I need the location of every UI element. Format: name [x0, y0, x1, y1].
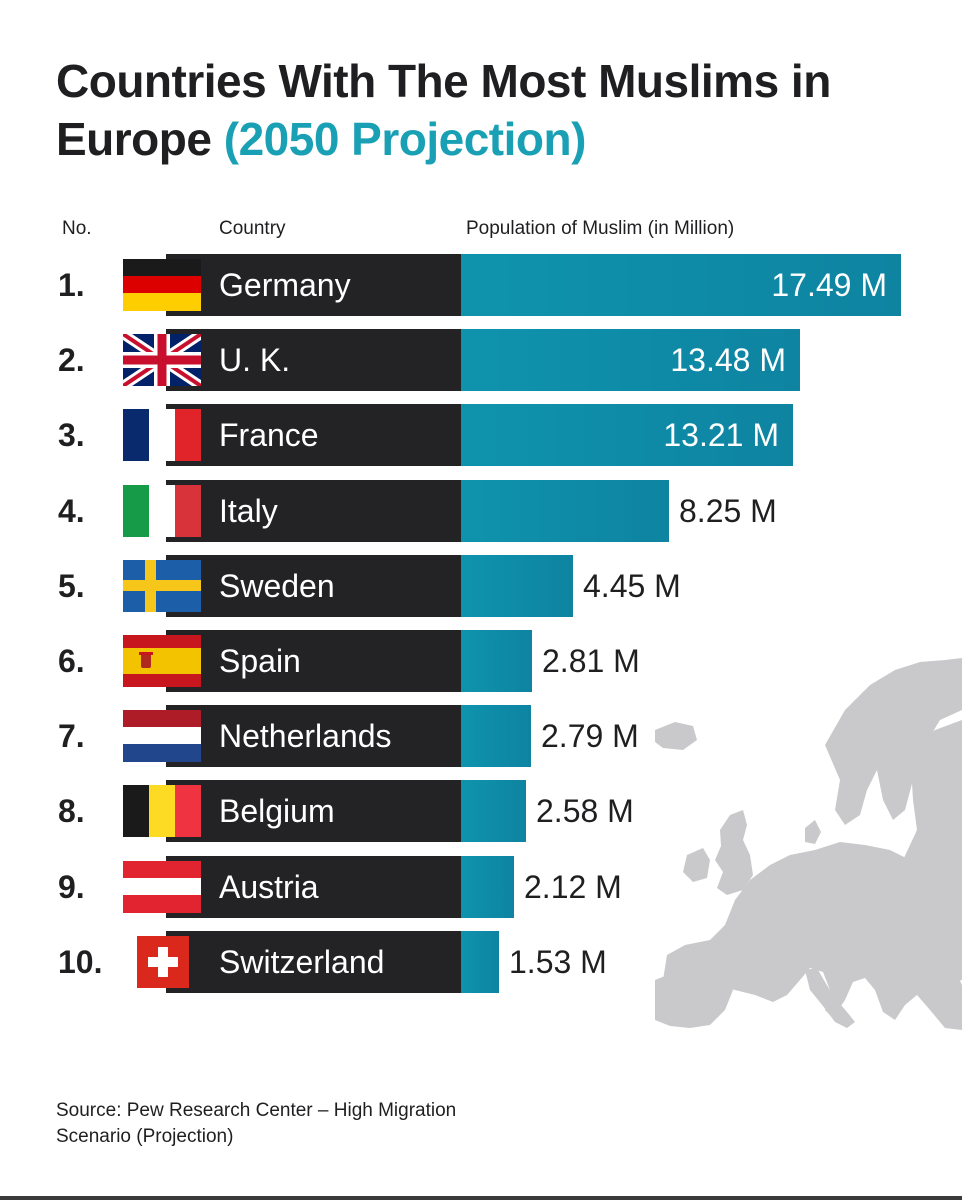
bar	[461, 329, 800, 391]
data-label: 2.58 M	[536, 793, 634, 829]
rank-label: 4.	[58, 493, 85, 529]
country-name-bar	[166, 480, 461, 542]
country-name: Belgium	[219, 793, 335, 829]
sweden-flag-icon	[123, 560, 201, 612]
bar	[461, 856, 514, 918]
spain-flag-icon	[123, 635, 201, 687]
rank-label: 5.	[58, 568, 85, 604]
country-name-bar	[166, 254, 461, 316]
country-name-bar	[166, 705, 461, 767]
table-row: 3. France 13.21 M	[0, 404, 962, 466]
chart-title: Countries With The Most Muslims in Europ…	[56, 52, 936, 168]
rank-label: 6.	[58, 643, 85, 679]
table-row: 2. U. K. 13.48 M	[0, 329, 962, 391]
country-name: Sweden	[219, 568, 335, 604]
country-name: Germany	[219, 267, 351, 303]
header-country: Country	[219, 218, 286, 239]
chart-title-accent: (2050 Projection)	[223, 113, 587, 165]
country-name-bar	[166, 780, 461, 842]
bar	[461, 480, 669, 542]
italy-flag-icon	[123, 485, 201, 537]
data-label: 1.53 M	[509, 944, 607, 980]
bar	[461, 630, 532, 692]
uk-flag-icon	[123, 334, 201, 386]
bar	[461, 780, 526, 842]
table-row: 5. Sweden 4.45 M	[0, 555, 962, 617]
country-name-bar	[166, 630, 461, 692]
source-note: Source: Pew Research Center – High Migra…	[56, 1100, 457, 1147]
switzerland-flag-icon	[137, 936, 189, 988]
country-name: Austria	[219, 869, 319, 905]
bar	[461, 555, 573, 617]
rank-label: 2.	[58, 342, 85, 378]
bar	[461, 705, 531, 767]
rank-label: 1.	[58, 267, 85, 303]
table-row: 7. Netherlands 2.79 M	[0, 705, 962, 767]
table-row: 10. Switzerland 1.53 M	[0, 931, 962, 993]
bar	[461, 404, 793, 466]
country-name-bar	[166, 555, 461, 617]
country-name-bar	[166, 931, 461, 993]
belgium-flag-icon	[123, 785, 201, 837]
bar	[461, 931, 499, 993]
country-name-bar	[166, 329, 461, 391]
country-name: Spain	[219, 643, 301, 679]
france-flag-icon	[123, 409, 201, 461]
table-row: 9. Austria 2.12 M	[0, 856, 962, 918]
rank-label: 9.	[58, 869, 85, 905]
europe-map-icon	[655, 658, 962, 1030]
germany-flag-icon	[123, 259, 201, 311]
country-name: Italy	[219, 493, 278, 529]
table-row: 8. Belgium 2.58 M	[0, 780, 962, 842]
data-label: 2.81 M	[542, 643, 640, 679]
table-row: 6. Spain 2.81 M	[0, 630, 962, 692]
country-name-bar	[166, 856, 461, 918]
austria-flag-icon	[123, 861, 201, 913]
data-label: 13.21 M	[663, 417, 779, 453]
country-name-bar	[166, 404, 461, 466]
header-population: Population of Muslim (in Million)	[466, 218, 735, 239]
chart-title-main: Countries With The Most Muslims in Europ…	[56, 55, 831, 165]
netherlands-flag-icon	[123, 710, 201, 762]
bar	[461, 254, 901, 316]
table-row: 4. Italy 8.25 M	[0, 480, 962, 542]
rank-label: 7.	[58, 718, 85, 754]
table-row: 1. Germany 17.49 M	[0, 254, 962, 316]
rank-label: 8.	[58, 793, 85, 829]
data-label: 13.48 M	[670, 342, 786, 378]
data-label: 2.12 M	[524, 869, 622, 905]
data-label: 4.45 M	[583, 568, 681, 604]
country-name: France	[219, 417, 319, 453]
header-no: No.	[62, 218, 92, 239]
rank-label: 10.	[58, 944, 103, 980]
rank-label: 3.	[58, 417, 85, 453]
data-label: 8.25 M	[679, 493, 777, 529]
country-name: Netherlands	[219, 718, 392, 754]
country-name: Switzerland	[219, 944, 385, 980]
country-name: U. K.	[219, 342, 291, 378]
bottom-divider	[0, 1196, 962, 1200]
data-label: 2.79 M	[541, 718, 639, 754]
data-label: 17.49 M	[771, 267, 887, 303]
